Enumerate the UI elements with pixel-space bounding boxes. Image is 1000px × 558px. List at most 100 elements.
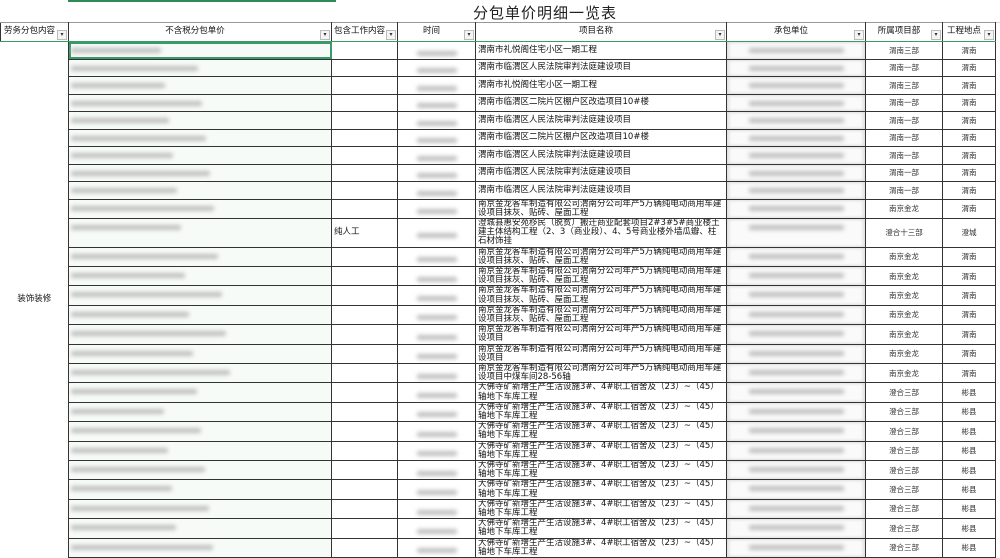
unit-price-cell[interactable] (68, 41, 332, 60)
department-cell[interactable]: 南京金龙 (865, 246, 943, 267)
unit-price-cell[interactable] (68, 362, 332, 384)
header-work-scope[interactable]: 包含工作内容 ▾ (331, 22, 398, 42)
dropdown-filter-icon[interactable]: ▾ (715, 30, 725, 40)
dropdown-filter-icon[interactable]: ▾ (464, 30, 474, 40)
contractor-cell[interactable] (726, 537, 866, 558)
unit-price-cell[interactable] (68, 479, 332, 500)
department-cell[interactable]: 澄合十三部 (865, 217, 943, 248)
unit-price-cell[interactable] (68, 440, 332, 461)
location-cell[interactable]: 渭南 (942, 285, 996, 306)
work-scope-cell[interactable] (331, 265, 398, 287)
time-cell[interactable] (397, 41, 476, 60)
contractor-cell[interactable] (726, 285, 866, 306)
department-cell[interactable]: 南京金龙 (865, 324, 943, 345)
contractor-cell[interactable] (726, 181, 866, 200)
time-cell[interactable] (397, 304, 476, 326)
unit-price-cell[interactable] (68, 265, 332, 287)
contractor-cell[interactable] (726, 217, 866, 248)
time-cell[interactable] (397, 181, 476, 200)
location-cell[interactable]: 渭南 (942, 58, 996, 77)
work-scope-cell[interactable] (331, 421, 398, 442)
department-cell[interactable]: 澄合三部 (865, 537, 943, 558)
time-cell[interactable] (397, 217, 476, 248)
project-name-cell[interactable]: 大佛寺矿新增生产生活设施3#、4#职工宿舍及（23）~（45）轴地下车库工程 (475, 498, 727, 520)
project-name-cell[interactable]: 南京金龙客车制造有限公司渭南分公司年产5万辆纯电动商用车建设项目抹灰、贴砖、屋面… (475, 265, 727, 287)
location-cell[interactable]: 渭南 (942, 163, 996, 182)
header-project-name[interactable]: 项目名称 ▾ (475, 22, 727, 42)
contractor-cell[interactable] (726, 93, 866, 112)
project-name-cell[interactable]: 大佛寺矿新增生产生活设施3#、4#职工宿舍及（23）~（45）轴地下车库工程 (475, 440, 727, 461)
work-scope-cell[interactable] (331, 498, 398, 520)
project-name-cell[interactable]: 渭南市临渭区人民法院审判法庭建设项目 (475, 146, 727, 165)
contractor-cell[interactable] (726, 401, 866, 423)
time-cell[interactable] (397, 285, 476, 306)
project-name-cell[interactable]: 南京金龙客车制造有限公司渭南分公司年产5万辆纯电动商用车建设项目 (475, 324, 727, 345)
unit-price-cell[interactable] (68, 198, 332, 219)
work-scope-cell[interactable] (331, 41, 398, 60)
work-scope-cell[interactable] (331, 285, 398, 306)
location-cell[interactable]: 渭南 (942, 76, 996, 95)
time-cell[interactable] (397, 111, 476, 130)
location-cell[interactable]: 彬县 (942, 518, 996, 539)
dropdown-filter-icon[interactable]: ▾ (984, 30, 994, 40)
time-cell[interactable] (397, 382, 476, 403)
department-cell[interactable]: 澄合三部 (865, 459, 943, 481)
time-cell[interactable] (397, 401, 476, 423)
work-scope-cell[interactable] (331, 304, 398, 326)
time-cell[interactable] (397, 537, 476, 558)
project-name-cell[interactable]: 大佛寺矿新增生产生活设施3#、4#职工宿舍及（23）~（45）轴地下车库工程 (475, 421, 727, 442)
project-name-cell[interactable]: 澄城县惠安苑移民（脱贫）搬迁商业配套项目2#3#5#商业楼土建主体结构工程（2、… (475, 217, 727, 248)
location-cell[interactable]: 彬县 (942, 479, 996, 500)
contractor-cell[interactable] (726, 440, 866, 461)
location-cell[interactable]: 渭南 (942, 198, 996, 219)
contractor-cell[interactable] (726, 76, 866, 95)
work-scope-cell[interactable] (331, 93, 398, 112)
project-name-cell[interactable]: 南京金龙客车制造有限公司渭南分公司年产5万辆纯电动商用车建设项目抹灰、贴砖、屋面… (475, 198, 727, 219)
contractor-cell[interactable] (726, 146, 866, 165)
time-cell[interactable] (397, 518, 476, 539)
department-cell[interactable]: 澄合三部 (865, 401, 943, 423)
project-name-cell[interactable]: 渭南市礼悦阁住宅小区一期工程 (475, 76, 727, 95)
work-scope-cell[interactable] (331, 518, 398, 539)
work-scope-cell[interactable]: 纯人工 (331, 217, 398, 248)
time-cell[interactable] (397, 479, 476, 500)
work-scope-cell[interactable] (331, 459, 398, 481)
project-name-cell[interactable]: 渭南市临渭区人民法院审判法庭建设项目 (475, 163, 727, 182)
work-scope-cell[interactable] (331, 163, 398, 182)
unit-price-cell[interactable] (68, 343, 332, 364)
work-scope-cell[interactable] (331, 440, 398, 461)
project-name-cell[interactable]: 渭南市礼悦阁住宅小区一期工程 (475, 41, 727, 60)
unit-price-cell[interactable] (68, 181, 332, 200)
time-cell[interactable] (397, 362, 476, 384)
time-cell[interactable] (397, 128, 476, 147)
contractor-cell[interactable] (726, 324, 866, 345)
location-cell[interactable]: 彬县 (942, 401, 996, 423)
location-cell[interactable]: 彬县 (942, 537, 996, 558)
location-cell[interactable]: 渭南 (942, 265, 996, 287)
time-cell[interactable] (397, 498, 476, 520)
department-cell[interactable]: 南京金龙 (865, 343, 943, 364)
contractor-cell[interactable] (726, 362, 866, 384)
contractor-cell[interactable] (726, 246, 866, 267)
contractor-cell[interactable] (726, 479, 866, 500)
work-scope-cell[interactable] (331, 128, 398, 147)
project-name-cell[interactable]: 渭南市临渭区人民法院审判法庭建设项目 (475, 58, 727, 77)
department-cell[interactable]: 澄合三部 (865, 479, 943, 500)
time-cell[interactable] (397, 163, 476, 182)
project-name-cell[interactable]: 大佛寺矿新增生产生活设施3#、4#职工宿舍及（23）~（45）轴地下车库工程 (475, 459, 727, 481)
header-time[interactable]: 时间 ▾ (397, 22, 476, 42)
work-scope-cell[interactable] (331, 146, 398, 165)
project-name-cell[interactable]: 南京金龙客车制造有限公司渭南分公司年产5万辆纯电动商用车建设项目抹灰、贴砖、屋面… (475, 285, 727, 306)
work-scope-cell[interactable] (331, 198, 398, 219)
time-cell[interactable] (397, 246, 476, 267)
header-labor-content[interactable]: 劳务分包内容 ▾ (0, 22, 69, 42)
project-name-cell[interactable]: 南京金龙客车制造有限公司渭南分公司年产5万辆纯电动商用车建设项目抹灰、贴砖、屋面… (475, 304, 727, 326)
department-cell[interactable]: 渭南一部 (865, 58, 943, 77)
department-cell[interactable]: 南京金龙 (865, 362, 943, 384)
unit-price-cell[interactable] (68, 246, 332, 267)
department-cell[interactable]: 渭南一部 (865, 111, 943, 130)
contractor-cell[interactable] (726, 58, 866, 77)
department-cell[interactable]: 澄合三部 (865, 382, 943, 403)
contractor-cell[interactable] (726, 41, 866, 60)
project-name-cell[interactable]: 大佛寺矿新增生产生活设施3#、4#职工宿舍及（23）~（45）轴地下车库工程 (475, 518, 727, 539)
